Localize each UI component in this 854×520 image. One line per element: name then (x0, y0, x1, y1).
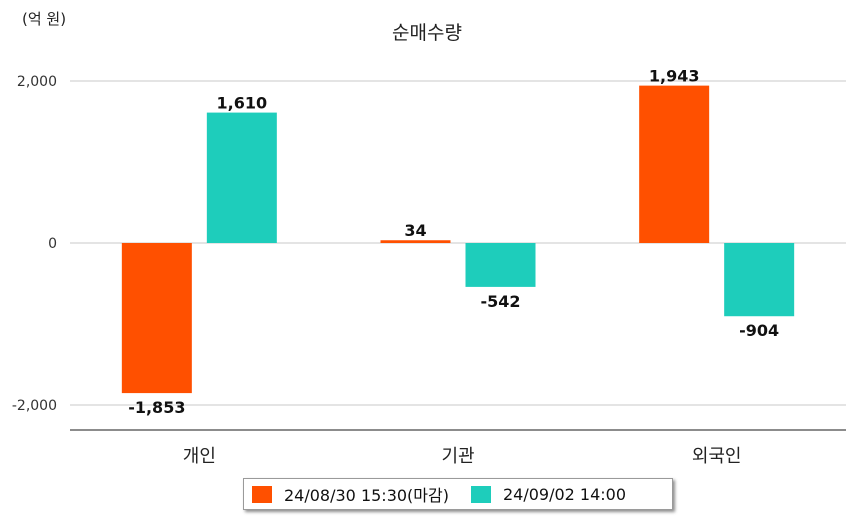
x-tick-label-1: 기관 (441, 446, 474, 467)
legend: 24/08/30 15:30(마감) 24/09/02 14:00 (243, 478, 673, 510)
y-tick-label-1: 0 (48, 236, 57, 252)
bar-s1-1 (380, 240, 451, 243)
bar-s1-2 (639, 85, 710, 243)
y-tick-label-0: 2,000 (17, 74, 57, 90)
legend-swatch-series-1 (252, 485, 272, 503)
y-tick-label-2: -2,000 (12, 398, 57, 414)
data-label-s2-1: -542 (480, 292, 520, 311)
data-label-s1-1: 34 (404, 221, 426, 240)
data-label-s2-2: -904 (739, 321, 779, 340)
bar-s2-0 (206, 112, 277, 243)
legend-label-series-1: 24/08/30 15:30(마감) (284, 486, 449, 505)
x-tick-label-2: 외국인 (692, 446, 742, 467)
data-label-s2-0: 1,610 (217, 94, 268, 113)
legend-item-series-2[interactable]: 24/09/02 14:00 (470, 484, 627, 504)
bar-s2-1 (465, 243, 536, 287)
legend-swatch-series-2 (470, 485, 491, 503)
bar-s1-0 (121, 243, 192, 394)
legend-item-series-1[interactable]: 24/08/30 15:30(마감) (252, 482, 449, 506)
chart-title: 순매수량 (392, 22, 462, 44)
data-label-s1-0: -1,853 (128, 398, 185, 417)
x-tick-label-0: 개인 (183, 446, 216, 467)
unit-label: (억 원) (22, 10, 67, 28)
data-label-s1-2: 1,943 (649, 67, 700, 86)
bar-s2-2 (724, 243, 795, 317)
legend-label-series-2: 24/09/02 14:00 (502, 484, 627, 504)
